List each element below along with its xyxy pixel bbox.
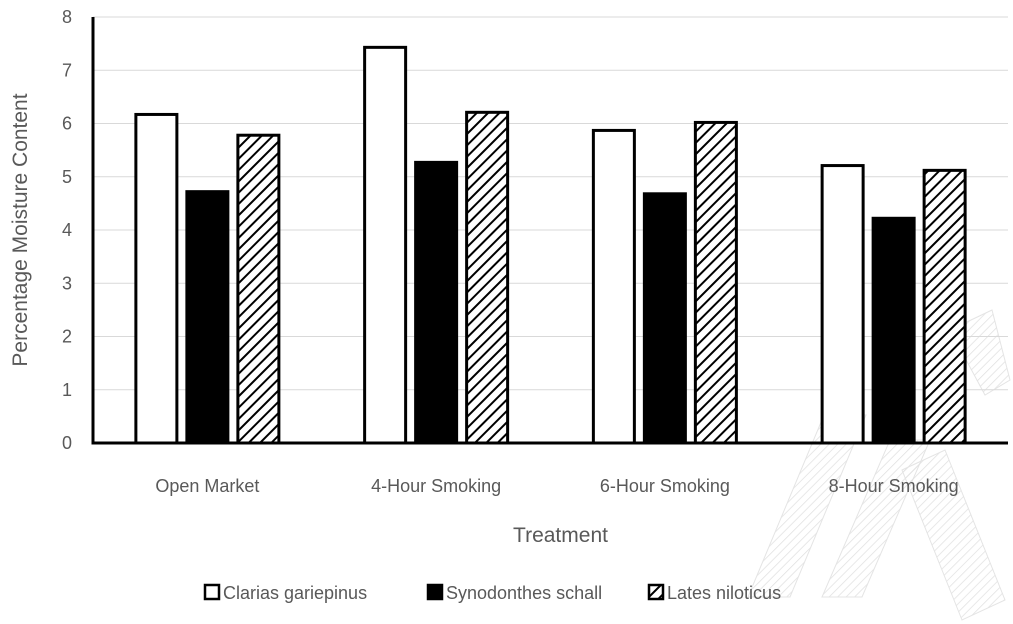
bar-synodonthes-schall-open-market <box>185 190 230 445</box>
x-axis-ticks: Open Market 4-Hour Smoking 6-Hour Smoking 8… <box>155 476 958 496</box>
legend-swatch-synodonthes-schall <box>426 583 444 601</box>
y-tick-label: 4 <box>62 220 72 240</box>
y-tick-label: 7 <box>62 60 72 80</box>
y-tick-label: 5 <box>62 167 72 187</box>
x-tick-label: Open Market <box>155 476 259 496</box>
legend-label: Lates niloticus <box>667 583 781 603</box>
bar-lates-niloticus-open-market <box>236 133 281 445</box>
y-axis-title: Percentage Moisture Content <box>9 93 32 366</box>
bar-clarias-gariepinus-8-hour-smoking <box>820 164 865 445</box>
watermark-graphic <box>747 309 1011 621</box>
y-axis-ticks: 0 1 2 3 4 5 6 7 8 <box>62 7 72 453</box>
legend-label: Synodonthes schall <box>446 583 602 603</box>
bar-lates-niloticus-8-hour-smoking <box>922 168 967 445</box>
bar-clarias-gariepinus-6-hour-smoking <box>591 128 636 445</box>
legend-label: Clarias gariepinus <box>223 583 367 603</box>
y-tick-label: 2 <box>62 327 72 347</box>
bar-synodonthes-schall-8-hour-smoking <box>871 216 916 445</box>
x-axis-title: Treatment <box>513 524 608 547</box>
x-tick-label: 6-Hour Smoking <box>600 476 730 496</box>
bar-clarias-gariepinus-4-hour-smoking <box>363 45 408 445</box>
x-tick-label: 4-Hour Smoking <box>371 476 501 496</box>
x-tick-label: 8-Hour Smoking <box>829 476 959 496</box>
y-tick-label: 1 <box>62 380 72 400</box>
bar-synodonthes-schall-4-hour-smoking <box>414 160 459 445</box>
bar-lates-niloticus-4-hour-smoking <box>465 110 510 445</box>
bars <box>134 45 967 445</box>
bar-lates-niloticus-6-hour-smoking <box>693 120 738 445</box>
legend: Clarias gariepinus Synodonthes schall Late… <box>203 583 781 603</box>
bar-clarias-gariepinus-open-market <box>134 112 179 445</box>
y-tick-label: 6 <box>62 114 72 134</box>
legend-swatch-lates-niloticus <box>647 583 665 601</box>
legend-swatch-clarias-gariepinus <box>203 583 221 601</box>
bar-synodonthes-schall-6-hour-smoking <box>642 192 687 445</box>
y-tick-label: 0 <box>62 433 72 453</box>
y-tick-label: 8 <box>62 7 72 27</box>
gridlines <box>93 16 1008 391</box>
y-tick-label: 3 <box>62 273 72 293</box>
